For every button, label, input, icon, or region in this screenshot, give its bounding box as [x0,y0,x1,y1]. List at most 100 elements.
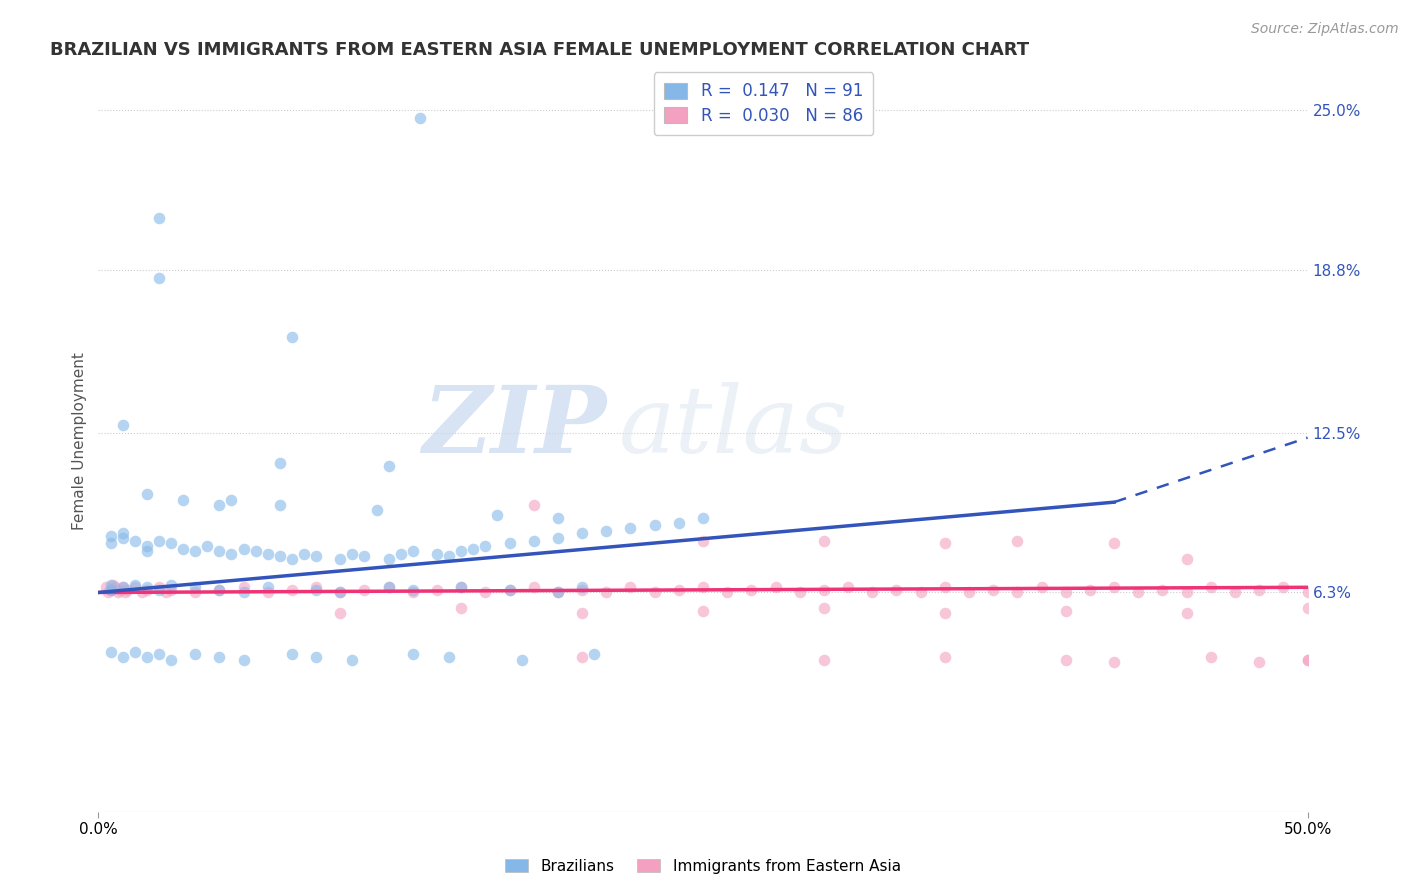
Point [232,541,254,556]
Point [281,552,304,566]
Point [1199,649,1222,664]
Point [644,518,666,533]
Point [402,582,425,597]
Point [547,585,569,599]
Point [486,508,509,522]
Point [329,552,352,566]
Point [184,648,207,662]
Point [135,649,157,664]
Point [934,536,956,550]
Point [1296,585,1319,599]
Point [595,585,617,599]
Point [692,533,714,548]
Point [463,541,485,556]
Point [366,503,388,517]
Point [108,582,131,597]
Point [208,582,231,597]
Point [155,585,177,599]
Point [389,547,412,561]
Point [1175,606,1198,620]
Point [409,111,432,125]
Point [377,580,399,594]
Point [813,601,835,615]
Point [692,510,714,524]
Point [450,580,472,594]
Point [789,585,811,599]
Point [595,524,617,538]
Point [135,580,157,594]
Point [281,582,304,597]
Point [668,516,690,530]
Point [100,529,122,543]
Point [124,580,146,594]
Point [1249,582,1271,597]
Text: Source: ZipAtlas.com: Source: ZipAtlas.com [1251,22,1399,37]
Point [1272,580,1295,594]
Point [232,652,254,666]
Legend: R =  0.147   N = 91, R =  0.030   N = 86: R = 0.147 N = 91, R = 0.030 N = 86 [654,72,873,135]
Point [256,547,278,561]
Point [1175,585,1198,599]
Point [269,549,291,564]
Point [101,578,124,592]
Point [114,585,136,599]
Point [305,582,328,597]
Point [111,580,134,594]
Point [571,606,593,620]
Point [221,547,243,561]
Point [104,580,127,594]
Point [450,580,472,594]
Point [523,580,546,594]
Point [111,417,134,432]
Point [1007,533,1029,548]
Point [450,544,472,558]
Point [523,498,546,512]
Point [135,582,157,597]
Point [172,492,194,507]
Point [450,601,472,615]
Point [1175,552,1198,566]
Point [619,521,641,535]
Point [934,649,956,664]
Point [342,547,364,561]
Point [619,580,641,594]
Point [1223,585,1246,599]
Point [1152,582,1174,597]
Point [208,649,231,664]
Point [305,549,328,564]
Point [1054,585,1077,599]
Point [498,582,520,597]
Point [1199,580,1222,594]
Point [148,533,170,548]
Point [148,211,170,226]
Point [402,648,425,662]
Point [1249,655,1271,669]
Legend: Brazilians, Immigrants from Eastern Asia: Brazilians, Immigrants from Eastern Asia [499,853,907,880]
Point [692,580,714,594]
Point [571,649,593,664]
Point [934,606,956,620]
Point [474,585,496,599]
Point [245,544,267,558]
Point [1102,655,1125,669]
Point [100,582,122,597]
Point [813,582,835,597]
Point [498,582,520,597]
Point [1102,536,1125,550]
Point [329,606,352,620]
Point [292,547,315,561]
Point [981,582,1004,597]
Point [1296,601,1319,615]
Point [668,582,690,597]
Point [329,585,352,599]
Point [523,533,546,548]
Point [111,649,134,664]
Point [160,578,183,592]
Point [377,580,399,594]
Point [1054,603,1077,617]
Point [100,578,122,592]
Point [256,580,278,594]
Point [402,585,425,599]
Point [740,582,762,597]
Point [377,552,399,566]
